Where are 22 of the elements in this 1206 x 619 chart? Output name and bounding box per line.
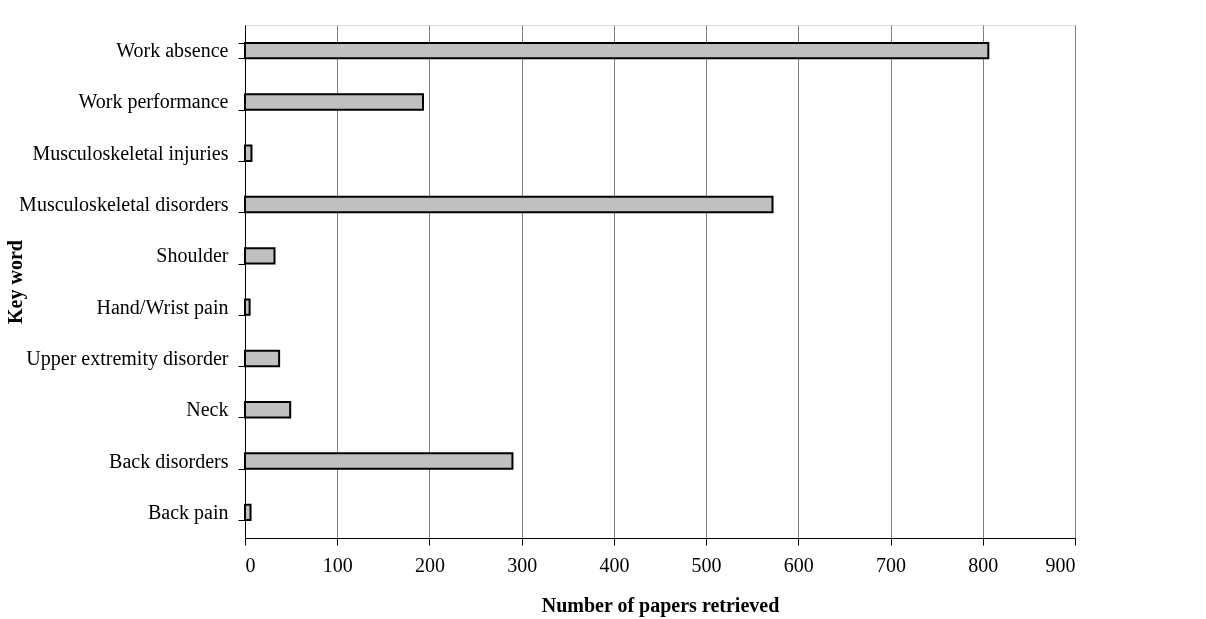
- y-tick-label: Shoulder: [156, 244, 229, 267]
- y-axis-title: Key word: [3, 240, 27, 324]
- y-tick-label: Upper extremity disorder: [26, 346, 229, 370]
- x-tick-label: 500: [691, 553, 722, 576]
- x-tick-label: 100: [322, 553, 353, 576]
- y-tick-label: Musculoskeletal disorders: [19, 193, 229, 216]
- x-tick-label: 600: [783, 553, 814, 576]
- x-tick-label: 200: [414, 553, 445, 576]
- y-tick-label: Back pain: [147, 500, 229, 524]
- x-tick-label: 800: [968, 553, 999, 576]
- x-tick-label: 400: [599, 553, 630, 576]
- y-tick-label: Neck: [186, 398, 229, 421]
- x-tick-label: 0: [245, 553, 256, 576]
- x-axis-title: Number of papers retrieved: [541, 593, 780, 617]
- x-tick-label: 900: [1045, 553, 1076, 576]
- y-tick-label: Work absence: [116, 39, 229, 62]
- y-tick-label: Musculoskeletal injuries: [32, 141, 229, 165]
- y-tick-label: Back disorders: [109, 449, 229, 472]
- x-tick-label: 700: [876, 553, 907, 576]
- x-tick-label: 300: [507, 553, 538, 576]
- y-tick-label: Work performance: [78, 90, 229, 114]
- y-tick-label: Hand/Wrist pain: [96, 295, 229, 319]
